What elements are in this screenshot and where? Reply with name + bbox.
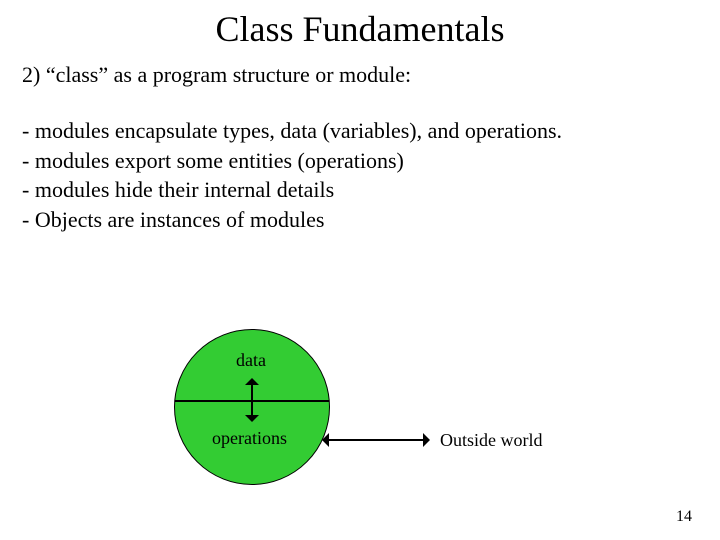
ops-outside-arrow bbox=[329, 439, 423, 441]
arrow-down-icon bbox=[245, 415, 259, 422]
module-diagram: data operations Outside world bbox=[0, 320, 720, 520]
data-label: data bbox=[236, 350, 266, 371]
data-ops-arrow bbox=[251, 385, 253, 415]
page-number: 14 bbox=[676, 508, 692, 526]
arrow-right-icon bbox=[423, 433, 430, 447]
bullet-item: - modules encapsulate types, data (varia… bbox=[22, 116, 698, 146]
page-title: Class Fundamentals bbox=[0, 0, 720, 50]
bullet-item: - modules hide their internal details bbox=[22, 175, 698, 205]
bullet-list: - modules encapsulate types, data (varia… bbox=[0, 88, 720, 235]
arrow-up-icon bbox=[245, 378, 259, 385]
bullet-item: - modules export some entities (operatio… bbox=[22, 146, 698, 176]
bullet-item: - Objects are instances of modules bbox=[22, 205, 698, 235]
outside-world-label: Outside world bbox=[440, 430, 543, 451]
subtitle: 2) “class” as a program structure or mod… bbox=[0, 50, 720, 88]
operations-label: operations bbox=[212, 428, 287, 449]
arrow-left-icon bbox=[322, 433, 329, 447]
